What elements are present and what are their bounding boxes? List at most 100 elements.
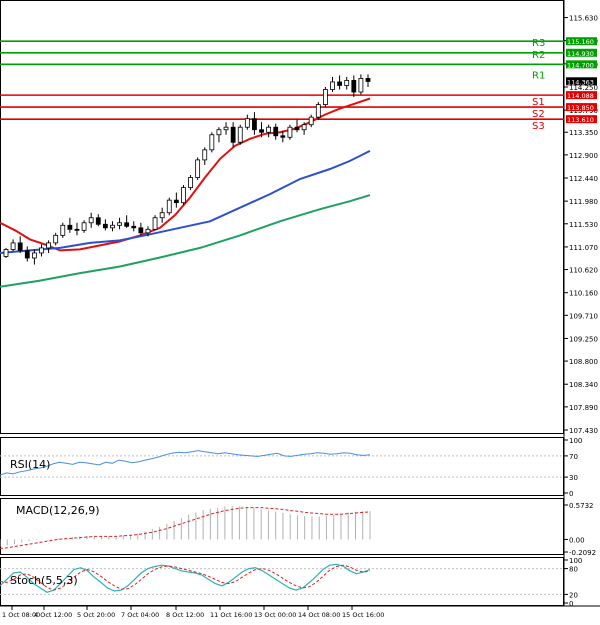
candle bbox=[259, 122, 264, 138]
candle bbox=[365, 74, 371, 87]
rsi-axis-label: 100 bbox=[569, 437, 582, 445]
candle bbox=[252, 112, 257, 135]
stoch-label: Stoch(5,5,3) bbox=[10, 574, 78, 587]
level-name-s3: S3 bbox=[532, 121, 545, 132]
price-axis-label: 108.340 bbox=[569, 381, 598, 389]
stoch-axis-label: 0 bbox=[569, 600, 573, 608]
candle bbox=[301, 122, 307, 135]
candle bbox=[230, 122, 236, 148]
macd-label: MACD(12,26,9) bbox=[16, 504, 100, 517]
candle bbox=[95, 214, 101, 227]
candle bbox=[315, 102, 321, 120]
stoch-main-line bbox=[0, 563, 371, 593]
level-price-label: 115.160 bbox=[567, 38, 594, 46]
time-axis-label: 5 Oct 20:00 bbox=[77, 611, 115, 619]
level-price-label: 114.700 bbox=[567, 61, 594, 69]
candle bbox=[202, 147, 208, 165]
candle bbox=[159, 207, 165, 223]
price-axis-label: 114.250 bbox=[569, 84, 598, 92]
price-axis-label: 113.350 bbox=[569, 129, 598, 137]
stoch-axis-label: 80 bbox=[569, 566, 578, 574]
candle bbox=[351, 75, 357, 98]
candle bbox=[323, 86, 328, 108]
level-price-tag bbox=[566, 103, 597, 112]
candle bbox=[67, 217, 73, 233]
macd-signal-line bbox=[0, 507, 371, 549]
candle bbox=[216, 127, 222, 143]
rsi-label: RSI(14) bbox=[10, 458, 50, 471]
current-price-label: 114.363 bbox=[567, 78, 594, 86]
level-price-label: 113.850 bbox=[567, 104, 594, 112]
candle bbox=[138, 222, 144, 236]
price-axis-label: 110.620 bbox=[569, 267, 598, 275]
time-axis-label: 4 Oct 12:00 bbox=[34, 611, 72, 619]
price-axis-label: 115.630 bbox=[569, 15, 598, 23]
candle bbox=[209, 132, 215, 153]
time-axis-label: 15 Oct 16:00 bbox=[342, 611, 384, 619]
candle bbox=[53, 232, 59, 246]
candle bbox=[17, 236, 23, 253]
stoch-axis-label: 20 bbox=[569, 591, 578, 599]
level-price-tag bbox=[566, 115, 597, 124]
candle bbox=[10, 239, 16, 252]
price-axis-label: 111.530 bbox=[569, 221, 598, 229]
candle bbox=[287, 124, 293, 140]
moving-average-2 bbox=[0, 150, 371, 254]
price-axis-label: 107.890 bbox=[569, 404, 598, 412]
candle bbox=[88, 212, 94, 228]
candle bbox=[280, 130, 286, 143]
candle bbox=[266, 124, 272, 138]
moving-average-3 bbox=[0, 194, 371, 288]
time-axis-label: 13 Oct 00:00 bbox=[254, 611, 296, 619]
time-axis-label: 8 Oct 12:00 bbox=[166, 611, 204, 619]
level-price-label: 114.930 bbox=[567, 50, 594, 58]
level-price-label: 114.088 bbox=[567, 92, 594, 100]
candle bbox=[124, 215, 130, 228]
level-name-r3: R3 bbox=[532, 38, 545, 49]
candle bbox=[195, 157, 201, 181]
candle bbox=[308, 114, 314, 128]
candle bbox=[81, 220, 87, 233]
macd-axis-label: 0.5732 bbox=[569, 502, 594, 510]
level-price-label: 113.610 bbox=[567, 116, 594, 124]
candle bbox=[330, 76, 335, 93]
main-price-pane bbox=[0, 0, 564, 434]
candle bbox=[39, 244, 44, 257]
candle bbox=[294, 119, 300, 133]
stoch-signal-line bbox=[0, 564, 371, 591]
macd-axis-label: -0.2092 bbox=[569, 549, 596, 557]
stoch-axis-label: 100 bbox=[569, 557, 582, 565]
candle bbox=[110, 221, 115, 232]
candle bbox=[102, 219, 108, 231]
time-axis-label: 14 Oct 08:00 bbox=[298, 611, 340, 619]
candle bbox=[145, 226, 151, 237]
price-axis-label: 108.800 bbox=[569, 358, 598, 366]
candle bbox=[223, 122, 229, 135]
candle bbox=[181, 185, 186, 206]
price-axis-label: 111.980 bbox=[569, 198, 598, 206]
time-axis-label: 7 Oct 04:00 bbox=[121, 611, 159, 619]
rsi-pane bbox=[0, 437, 564, 496]
candle bbox=[344, 76, 350, 90]
candle bbox=[31, 249, 37, 265]
time-axis-label: 1 Oct 08:00 bbox=[2, 611, 40, 619]
candle bbox=[244, 114, 250, 130]
price-axis-label: 107.430 bbox=[569, 427, 598, 435]
time-axis-label: 11 Oct 16:00 bbox=[210, 611, 252, 619]
level-price-tag bbox=[566, 48, 597, 57]
candle bbox=[131, 221, 137, 232]
price-axis-label: 111.070 bbox=[569, 244, 598, 252]
price-axis-label: 112.900 bbox=[569, 152, 598, 160]
candle bbox=[166, 197, 172, 216]
candle bbox=[237, 124, 243, 145]
current-price-tag bbox=[566, 77, 597, 86]
candle bbox=[337, 75, 343, 90]
level-name-r2: R2 bbox=[532, 50, 545, 61]
candle bbox=[273, 123, 279, 140]
level-price-tag bbox=[566, 60, 597, 69]
macd-pane bbox=[0, 498, 564, 555]
price-axis-label: 113.790 bbox=[569, 107, 598, 115]
level-price-tag bbox=[566, 91, 597, 100]
candle bbox=[60, 222, 66, 238]
